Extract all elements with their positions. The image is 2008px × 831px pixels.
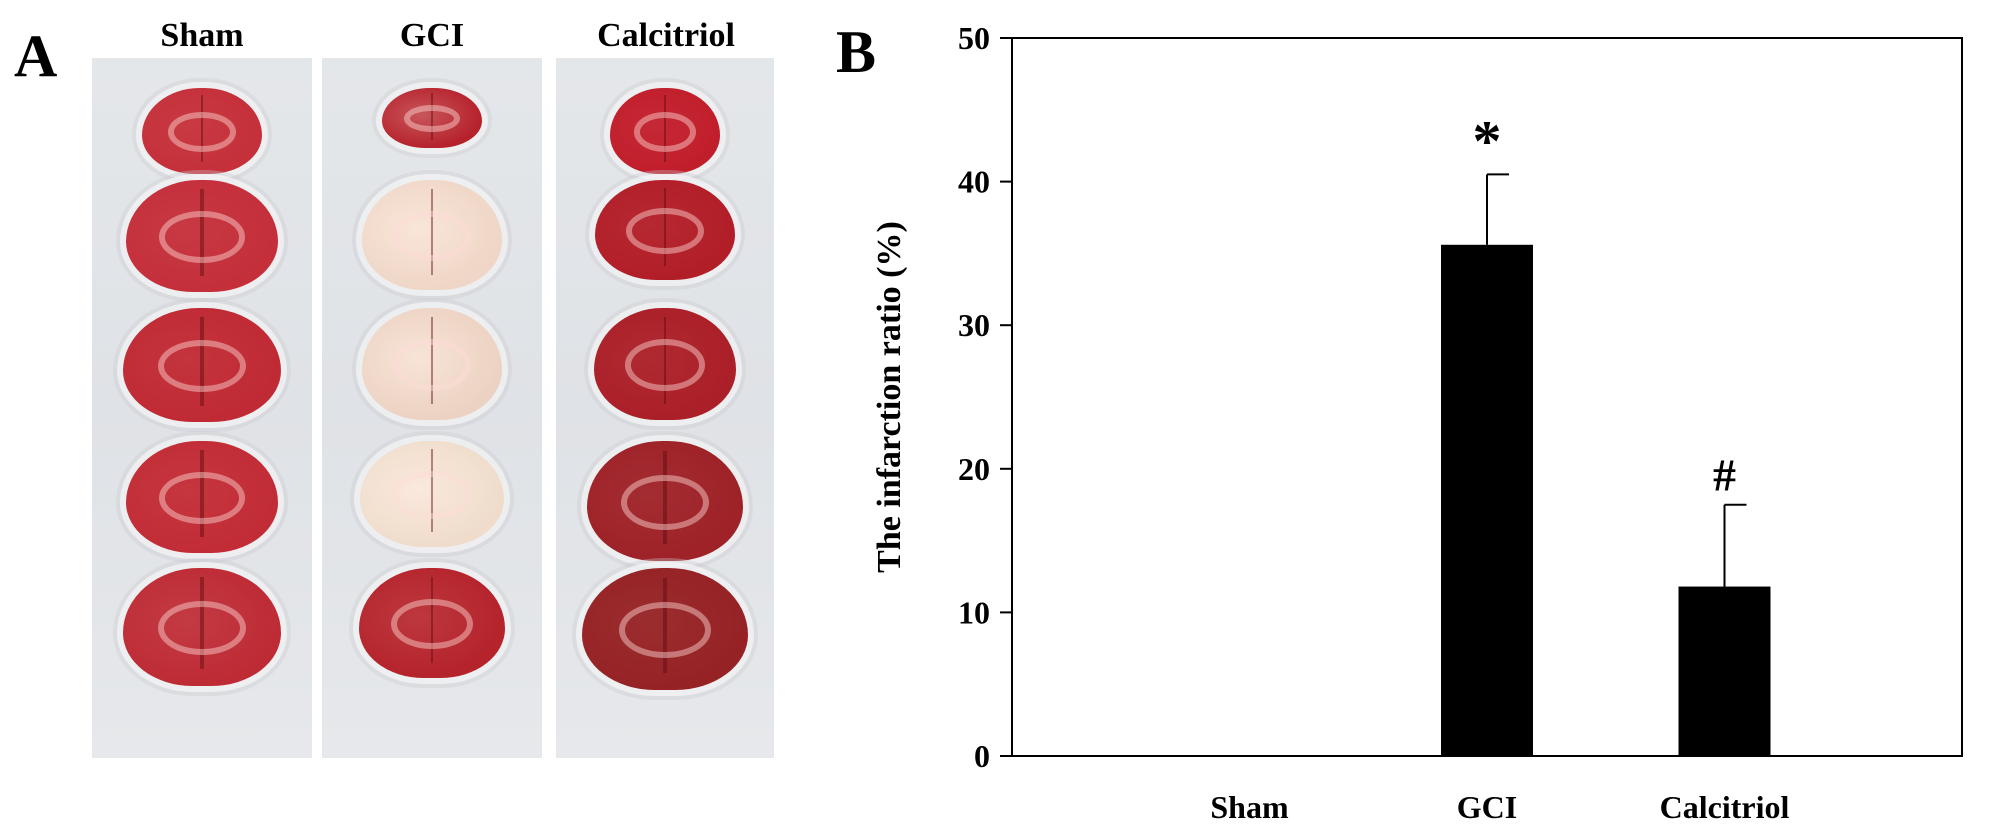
brain-slice — [595, 180, 735, 280]
brain-slice — [142, 88, 262, 174]
y-tick-label: 50 — [958, 20, 990, 56]
y-tick-label: 30 — [958, 307, 990, 343]
column-label-sham: Sham — [160, 17, 244, 54]
y-tick-label: 20 — [958, 451, 990, 487]
brain-slice — [360, 441, 504, 547]
y-tick-label: 0 — [974, 738, 990, 774]
significance-marker: * — [1473, 108, 1502, 173]
brain-slice — [610, 88, 720, 174]
strip-divider — [545, 58, 555, 758]
brain-slice — [359, 568, 505, 678]
y-tick-label: 40 — [958, 164, 990, 200]
brain-slice — [594, 308, 736, 420]
x-tick-label: GCI — [1457, 789, 1517, 825]
brain-slice — [382, 88, 482, 148]
column-label-gci: GCI — [399, 17, 465, 54]
photo-strip-calcitriol — [556, 58, 774, 758]
y-axis-label: The infarction ratio (%) — [871, 221, 908, 573]
panel-a-letter: A — [14, 23, 58, 89]
brain-slice — [123, 308, 281, 422]
y-tick-label: 10 — [958, 594, 990, 630]
strip-divider — [312, 58, 322, 758]
brain-slice — [362, 308, 502, 420]
significance-marker: # — [1713, 450, 1736, 501]
panel-b-letter: B — [836, 19, 877, 85]
photo-strip-gci — [322, 58, 542, 758]
x-tick-label: Sham — [1210, 789, 1289, 825]
brain-slice — [126, 441, 278, 553]
photo-strip-sham — [92, 58, 312, 758]
column-label-calcitriol: Calcitriol — [597, 17, 735, 54]
brain-slice — [587, 441, 743, 561]
x-tick-label: Calcitriol — [1660, 789, 1790, 825]
brain-slice — [362, 180, 502, 290]
brain-slice — [126, 180, 278, 292]
brain-slice — [123, 568, 281, 686]
bar — [1441, 244, 1533, 756]
brain-slice — [582, 568, 748, 690]
bar — [1678, 586, 1771, 756]
